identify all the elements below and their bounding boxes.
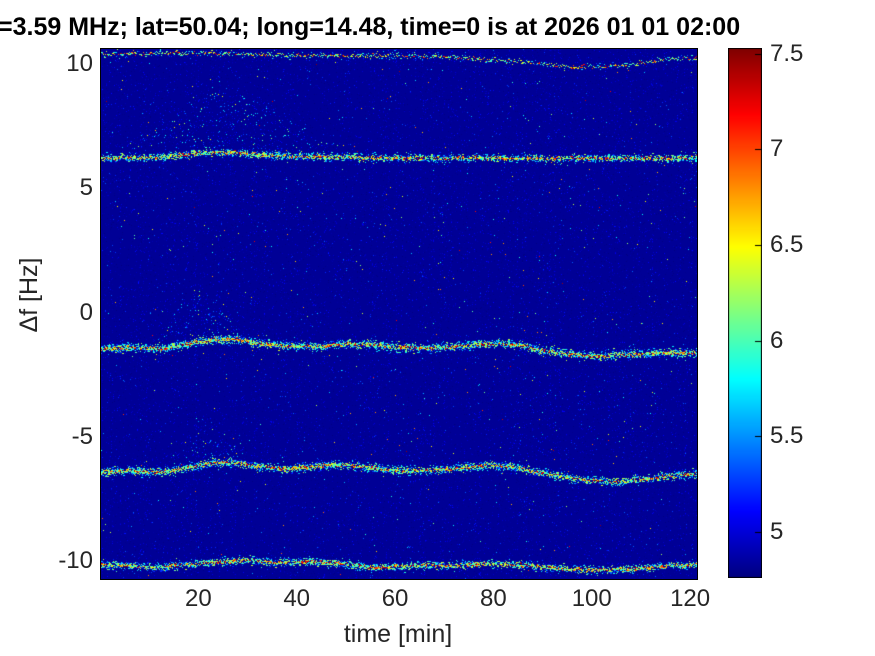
colorbar-tick-label: 5 <box>770 518 784 546</box>
x-tick-label: 120 <box>670 585 711 612</box>
y-tick-label: 10 <box>66 50 93 78</box>
colorbar-tick-label: 7 <box>770 135 784 163</box>
colorbar-tick-label: 5.5 <box>770 422 804 450</box>
y-tick-label: -5 <box>71 422 93 450</box>
colorbar-tick-label: 6 <box>770 326 784 354</box>
colorbar-tick-label: 6.5 <box>770 231 804 259</box>
y-tick-label: 5 <box>79 174 93 202</box>
x-tick-label: 20 <box>184 585 212 612</box>
colorbar <box>728 48 762 578</box>
y-tick-label: -10 <box>58 546 93 574</box>
colorbar-tick-label: 7.5 <box>770 39 804 67</box>
chart-title: =3.59 MHz; lat=50.04; long=14.48, time=0… <box>0 13 741 41</box>
plot-area <box>100 48 698 580</box>
spectrogram-canvas <box>101 49 697 579</box>
x-axis-label: time [min] <box>343 620 453 648</box>
x-tick-label: 80 <box>480 585 507 612</box>
x-tick-label: 60 <box>381 585 409 612</box>
x-tick-label: 100 <box>571 585 612 612</box>
y-axis-label: Δf [Hz] <box>15 257 43 333</box>
y-tick-label: 0 <box>79 298 93 326</box>
x-tick-label: 40 <box>283 585 311 612</box>
